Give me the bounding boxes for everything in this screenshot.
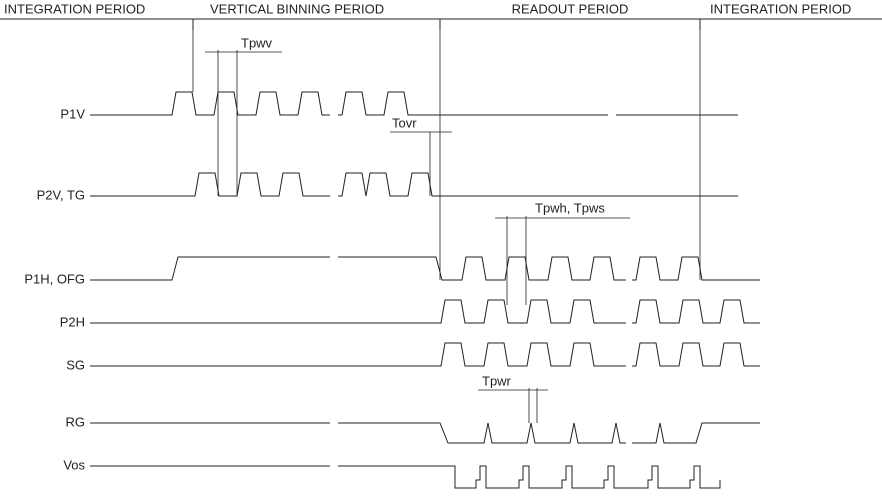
break-gap: [608, 89, 616, 121]
break-gap: [330, 440, 338, 472]
sg-wave: [90, 342, 760, 367]
break-gap: [626, 340, 632, 372]
signal-label: P1V: [60, 106, 85, 121]
p1h-wave: [90, 256, 760, 281]
break-gap: [626, 254, 632, 286]
break-gap: [330, 254, 338, 286]
period-label: INTEGRATION PERIOD: [4, 1, 145, 16]
p1v-wave: [90, 91, 738, 116]
break-gap: [330, 89, 338, 121]
signal-label: SG: [66, 357, 85, 372]
break-gap: [330, 397, 338, 429]
timing-label: Tovr: [392, 115, 417, 130]
vos-wave: [90, 465, 721, 489]
p2h-wave: [90, 299, 760, 324]
signal-label: RG: [66, 414, 86, 429]
period-label: INTEGRATION PERIOD: [710, 1, 851, 16]
break-gap: [626, 454, 632, 486]
period-label: VERTICAL BINNING PERIOD: [210, 1, 384, 16]
break-gap: [330, 170, 338, 202]
break-gap: [626, 417, 632, 449]
timing-label: Tpwh, Tpws: [535, 200, 605, 215]
signal-label: P1H, OFG: [24, 271, 85, 286]
rg-wave: [90, 422, 760, 444]
timing-label: Tpwv: [241, 35, 273, 50]
signal-label: P2V, TG: [37, 187, 85, 202]
break-gap: [626, 297, 632, 329]
signal-label: Vos: [63, 457, 85, 472]
signal-label: P2H: [60, 314, 85, 329]
period-label: READOUT PERIOD: [512, 1, 629, 16]
timing-label: Tpwr: [482, 373, 512, 388]
p2v-wave: [90, 172, 738, 197]
